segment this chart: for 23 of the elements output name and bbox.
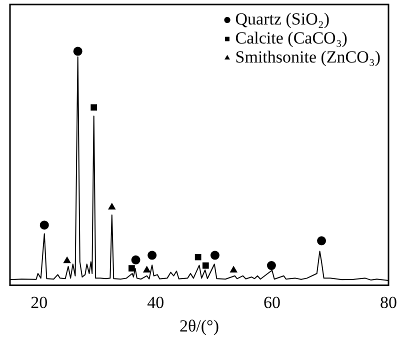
point <box>73 46 82 56</box>
point <box>266 261 276 270</box>
point <box>128 265 135 272</box>
point <box>90 104 98 111</box>
point <box>131 255 140 264</box>
x-tick-label: 20 <box>30 292 48 312</box>
legend-label: Smithsonite (ZnCO₃) <box>235 47 381 66</box>
x-tick-label: 80 <box>380 292 397 312</box>
x-axis-title: 2θ/(°) <box>180 316 219 336</box>
x-tick-label: 60 <box>264 292 281 312</box>
point <box>202 262 209 269</box>
point <box>194 254 202 260</box>
point <box>63 256 71 264</box>
point <box>230 266 238 272</box>
point <box>142 266 151 272</box>
point <box>148 250 157 260</box>
legend-label: Calcite (CaCO₃) <box>235 28 348 48</box>
point <box>317 236 326 246</box>
legend-label: Quartz (SiO₂) <box>235 9 330 28</box>
point <box>40 220 49 230</box>
point <box>108 202 116 210</box>
x-tick-label: 40 <box>147 292 164 312</box>
point <box>210 250 220 260</box>
